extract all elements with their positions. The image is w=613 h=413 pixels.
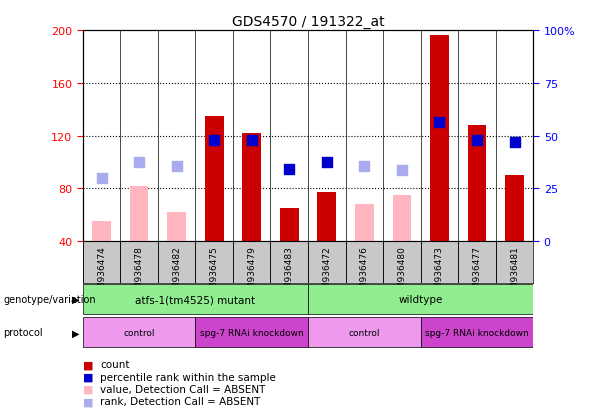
Text: atfs-1(tm4525) mutant: atfs-1(tm4525) mutant <box>135 294 256 304</box>
Text: control: control <box>349 328 380 337</box>
Text: wildtype: wildtype <box>398 294 443 304</box>
Bar <box>355 205 374 242</box>
Text: GSM936479: GSM936479 <box>247 246 256 301</box>
Bar <box>505 176 524 242</box>
Text: GSM936478: GSM936478 <box>135 246 143 301</box>
Text: rank, Detection Call = ABSENT: rank, Detection Call = ABSENT <box>100 396 261 406</box>
Text: GSM936483: GSM936483 <box>285 246 294 301</box>
Bar <box>205 116 224 242</box>
Point <box>172 163 181 170</box>
Bar <box>242 134 261 242</box>
Bar <box>308 318 421 347</box>
Point <box>509 140 519 146</box>
Text: GSM936475: GSM936475 <box>210 246 219 301</box>
Bar <box>308 285 533 314</box>
Point <box>284 166 294 173</box>
Text: spg-7 RNAi knockdown: spg-7 RNAi knockdown <box>425 328 529 337</box>
Text: GSM936476: GSM936476 <box>360 246 369 301</box>
Bar <box>167 213 186 242</box>
Bar <box>92 222 111 242</box>
Text: GSM936477: GSM936477 <box>473 246 481 301</box>
Point <box>472 137 482 144</box>
Text: GSM936473: GSM936473 <box>435 246 444 301</box>
Point <box>322 159 332 166</box>
Point <box>134 159 144 166</box>
Text: GSM936472: GSM936472 <box>322 246 331 300</box>
Point <box>435 120 444 126</box>
Bar <box>83 285 308 314</box>
Bar <box>430 36 449 242</box>
Bar <box>468 126 486 242</box>
Bar <box>318 193 336 242</box>
Point <box>397 167 407 174</box>
Point <box>247 137 257 144</box>
Point <box>97 175 107 182</box>
Text: GSM936482: GSM936482 <box>172 246 181 300</box>
Bar <box>421 318 533 347</box>
Text: value, Detection Call = ABSENT: value, Detection Call = ABSENT <box>100 384 265 394</box>
Text: ▶: ▶ <box>72 294 80 304</box>
Bar <box>196 318 308 347</box>
Text: protocol: protocol <box>3 328 43 337</box>
Text: ■: ■ <box>83 384 93 394</box>
Text: control: control <box>123 328 155 337</box>
Text: count: count <box>100 359 129 369</box>
Point <box>359 163 369 170</box>
Bar <box>280 209 299 242</box>
Text: GSM936474: GSM936474 <box>97 246 106 300</box>
Bar <box>130 186 148 242</box>
Text: GSM936481: GSM936481 <box>510 246 519 301</box>
Text: GSM936480: GSM936480 <box>397 246 406 301</box>
Point <box>209 137 219 144</box>
Text: genotype/variation: genotype/variation <box>3 294 96 304</box>
Text: ▶: ▶ <box>72 328 80 337</box>
Text: ■: ■ <box>83 359 93 369</box>
Bar <box>83 318 196 347</box>
Title: GDS4570 / 191322_at: GDS4570 / 191322_at <box>232 14 384 28</box>
Text: spg-7 RNAi knockdown: spg-7 RNAi knockdown <box>200 328 303 337</box>
Text: ■: ■ <box>83 396 93 406</box>
Text: percentile rank within the sample: percentile rank within the sample <box>100 372 276 382</box>
Text: ■: ■ <box>83 372 93 382</box>
Bar <box>392 195 411 242</box>
